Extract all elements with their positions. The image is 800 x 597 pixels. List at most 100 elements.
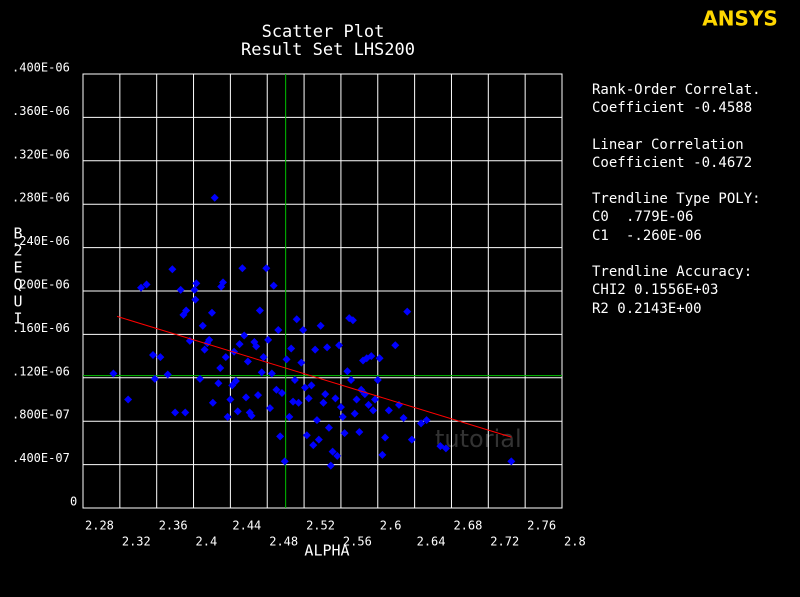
data-point xyxy=(182,306,191,315)
data-point xyxy=(323,343,332,352)
trendline xyxy=(116,315,512,438)
data-point xyxy=(168,265,177,274)
data-point xyxy=(156,353,165,362)
stat-text: Linear Correlation xyxy=(592,137,744,153)
data-point xyxy=(142,280,151,289)
data-point xyxy=(219,278,228,287)
data-point xyxy=(269,281,278,290)
data-point xyxy=(287,344,296,353)
data-point xyxy=(254,391,263,400)
data-point xyxy=(417,419,426,428)
data-point xyxy=(250,337,259,346)
data-point xyxy=(264,335,273,344)
data-point xyxy=(191,295,200,304)
data-point xyxy=(223,412,232,421)
data-point xyxy=(109,369,118,378)
data-point xyxy=(276,432,285,441)
data-point xyxy=(257,368,266,377)
data-point xyxy=(375,354,384,363)
data-point xyxy=(391,341,400,350)
data-point xyxy=(243,357,252,366)
x-tick-label: 2.72 xyxy=(490,535,519,549)
x-tick-label: 2.64 xyxy=(417,535,446,549)
x-axis-label: ALPHA xyxy=(304,542,349,560)
y-tick-label: .120E-06 xyxy=(12,364,70,378)
data-point xyxy=(319,398,328,407)
data-point xyxy=(259,353,268,362)
data-point xyxy=(338,412,347,421)
data-point xyxy=(355,428,364,437)
x-tick-label: 2.56 xyxy=(343,535,372,549)
stat-text: Rank-Order Correlat. xyxy=(592,82,761,98)
stat-text: CHI2 0.1556E+03 xyxy=(592,282,718,298)
y-tick-label: .320E-06 xyxy=(12,147,70,161)
y-axis-label-letter: B xyxy=(13,225,22,243)
stat-text: Trendline Type POLY: xyxy=(592,191,761,207)
data-point xyxy=(240,331,249,340)
data-point xyxy=(378,450,387,459)
data-point xyxy=(192,279,201,288)
data-point xyxy=(507,457,516,466)
data-point xyxy=(367,352,376,361)
data-point xyxy=(226,395,235,404)
data-point xyxy=(262,264,271,273)
data-point xyxy=(331,394,340,403)
data-point xyxy=(150,374,159,383)
data-point xyxy=(137,283,146,292)
data-point xyxy=(290,375,299,384)
data-point xyxy=(300,383,309,392)
x-tick-label: 2.76 xyxy=(527,519,556,533)
data-point xyxy=(371,395,380,404)
data-point xyxy=(335,341,344,350)
x-tick-label: 2.44 xyxy=(232,519,261,533)
y-axis-label-letter: E xyxy=(13,259,22,277)
y-tick-label: .360E-06 xyxy=(12,104,70,118)
data-point xyxy=(207,308,216,317)
y-tick-label: .160E-06 xyxy=(12,321,70,335)
x-tick-label: 2.6 xyxy=(380,519,402,533)
y-tick-label: .800E-07 xyxy=(12,408,70,422)
data-point xyxy=(364,400,373,409)
data-point xyxy=(214,379,223,388)
data-point xyxy=(299,326,308,335)
data-point xyxy=(307,381,316,390)
data-point xyxy=(238,264,247,273)
y-tick-label: .240E-06 xyxy=(12,234,70,248)
data-point xyxy=(221,353,230,362)
y-axis-label-letter: Q xyxy=(13,276,22,294)
x-tick-label: 2.32 xyxy=(122,535,151,549)
data-point xyxy=(321,390,330,399)
stat-text: Coefficient -0.4588 xyxy=(592,100,752,116)
x-tick-label: 2.8 xyxy=(564,535,586,549)
data-point xyxy=(312,416,321,425)
data-point xyxy=(384,406,393,415)
data-point xyxy=(252,342,261,351)
stat-text: R2 0.2143E+00 xyxy=(592,301,702,317)
data-point xyxy=(171,408,180,417)
data-point xyxy=(407,435,416,444)
data-point xyxy=(340,429,349,438)
trend-coef-value: -.260E-06 xyxy=(626,228,702,244)
data-point xyxy=(369,406,378,415)
data-point xyxy=(235,340,244,349)
data-point xyxy=(343,367,352,376)
data-point xyxy=(311,345,320,354)
data-point xyxy=(280,457,289,466)
data-point xyxy=(314,435,323,444)
data-point xyxy=(255,306,264,315)
data-point xyxy=(149,351,158,360)
data-point xyxy=(198,321,207,330)
data-point xyxy=(347,375,356,384)
data-point xyxy=(441,444,450,453)
data-point xyxy=(216,364,225,373)
x-tick-label: 2.4 xyxy=(196,535,218,549)
data-point xyxy=(176,285,185,294)
data-point xyxy=(328,447,337,456)
data-point xyxy=(294,398,303,407)
data-point xyxy=(289,397,298,406)
data-point xyxy=(282,355,291,364)
data-point xyxy=(231,377,240,386)
data-point xyxy=(352,395,361,404)
data-point xyxy=(228,381,237,390)
